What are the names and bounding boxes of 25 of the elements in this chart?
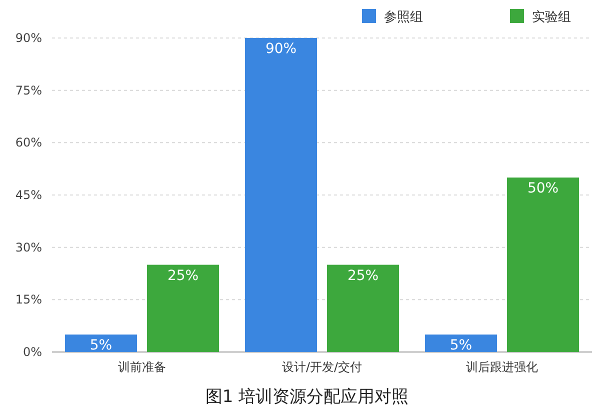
data-label: 5%: [450, 338, 472, 354]
bar: [507, 178, 579, 352]
data-label: 90%: [265, 41, 297, 57]
data-label: 5%: [90, 338, 112, 354]
text: 图1 培训资源分配应用对照: [205, 387, 409, 407]
bar: [65, 334, 137, 352]
data-label: 25%: [347, 268, 379, 284]
y-tick-label: 30%: [15, 240, 42, 254]
bar: [327, 264, 399, 352]
y-tick-label: 75%: [15, 83, 42, 98]
data-label: 50%: [527, 180, 559, 197]
y-tick-label: 0%: [22, 345, 42, 359]
legend-label: 实验组: [532, 10, 571, 25]
bar: [425, 334, 497, 352]
bar: [245, 38, 317, 352]
y-tick-label: 60%: [15, 136, 42, 150]
legend-label: 参照组: [384, 10, 423, 25]
x-tick-label: 设计/开发/交付: [282, 360, 362, 374]
x-tick-label: 训前准备: [118, 360, 166, 374]
y-tick-label: 90%: [15, 31, 42, 45]
y-tick-label: 45%: [15, 188, 42, 202]
data-label: 25%: [167, 268, 199, 284]
x-tick-label: 训后跟进强化: [466, 360, 538, 374]
y-tick-label: 15%: [15, 292, 42, 307]
bar: [147, 264, 219, 352]
